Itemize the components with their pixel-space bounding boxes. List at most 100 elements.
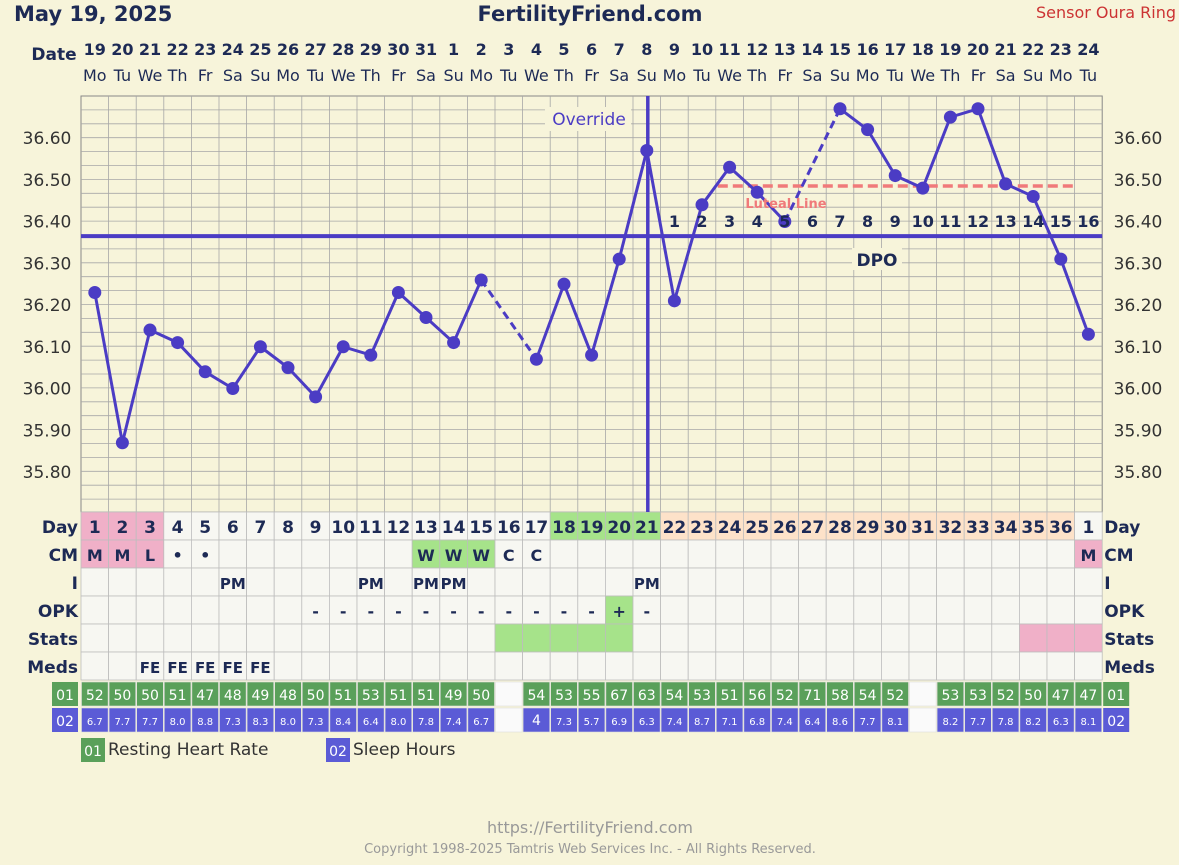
cm-cell: [466, 539, 496, 569]
date-number: 24: [1077, 40, 1099, 59]
weekday: We: [717, 66, 742, 85]
y-tick-left: 36.40: [23, 213, 72, 233]
rhr-value: 50: [472, 688, 490, 704]
stats-cell: [715, 623, 744, 653]
y-tick-right: 36.60: [1114, 129, 1163, 149]
y-tick-right: 36.00: [1114, 380, 1163, 400]
opk-cell: [825, 595, 855, 625]
sleep-cell: [301, 707, 330, 733]
rhr-value: 55: [583, 688, 601, 704]
intercourse-cell: [577, 567, 606, 597]
sleep-code-box: [52, 708, 78, 732]
temp-segment: [617, 150, 649, 260]
intercourse-cell: [439, 567, 468, 597]
y-tick-right: 36.10: [1114, 338, 1163, 358]
sleep-cell: [936, 707, 964, 733]
dpo-number: 14: [1022, 212, 1044, 231]
rhr-cell: [909, 681, 937, 707]
sleep-cell: [246, 707, 275, 733]
meds-cell: [522, 651, 551, 681]
rhr-value: 53: [362, 688, 380, 704]
dpo-label: DPO: [856, 251, 897, 271]
meds-cell: [853, 651, 882, 681]
sleep-value: 7.4: [446, 717, 462, 728]
date-number: 6: [586, 40, 597, 59]
date-number: 9: [669, 40, 680, 59]
opk-cell: [135, 595, 165, 625]
stats-cell: [384, 623, 413, 653]
sleep-value: 8.4: [335, 717, 351, 728]
cm-cell: [660, 539, 689, 569]
date-number: 12: [746, 40, 768, 59]
stats-cell: [1074, 623, 1103, 653]
day-cell: [356, 511, 386, 541]
cycle-day: 30: [883, 518, 907, 538]
date-number: 22: [166, 40, 188, 59]
opk-cell: [494, 595, 524, 625]
sleep-value: 7.4: [777, 717, 793, 728]
cycle-day: 21: [635, 518, 659, 538]
intercourse-cell: [743, 567, 772, 597]
rhr-value: 54: [527, 688, 545, 704]
cycle-day: 13: [414, 518, 438, 538]
meds-cell: [908, 651, 938, 681]
rhr-cell: [660, 681, 688, 707]
meds-cell: [494, 651, 524, 681]
meds-cell: [936, 651, 965, 681]
sleep-cell: [108, 707, 136, 733]
stats-row-label: Stats: [28, 630, 78, 650]
opk-cell: [549, 595, 579, 625]
sleep-value: 6.7: [87, 717, 103, 728]
date-number: 30: [387, 40, 409, 59]
temp-segment: [645, 150, 676, 302]
intercourse-cell: [825, 567, 855, 597]
sleep-value: 6.9: [611, 717, 627, 728]
cm-cell: [411, 539, 441, 569]
cm-cell: [991, 539, 1020, 569]
cycle-day: 18: [552, 518, 576, 538]
y-tick-right: 36.40: [1114, 213, 1163, 233]
dpo-number: 7: [834, 212, 845, 231]
rhr-value: 52: [997, 688, 1015, 704]
day-cell: [1074, 511, 1103, 541]
rhr-cell: [191, 681, 219, 707]
weekday: Tu: [1079, 66, 1097, 85]
sleep-value: 8.1: [1080, 717, 1096, 728]
cycle-day: 2: [116, 518, 128, 538]
sleep-value: 8.1: [887, 717, 903, 728]
rhr-code-box: [1103, 682, 1130, 706]
cycle-day: 27: [801, 518, 825, 538]
sleep-cell: [798, 707, 826, 733]
weekday: Fr: [777, 66, 792, 85]
intercourse-cell: [632, 567, 662, 597]
stats-cell: [549, 623, 579, 653]
cm-cell: [936, 539, 965, 569]
rhr-value: 47: [1079, 688, 1097, 704]
opk-cell: [411, 595, 441, 625]
date-number: 22: [1022, 40, 1044, 59]
meds-cell: [798, 651, 827, 681]
rhr-cell: [1019, 681, 1047, 707]
cycle-day: 28: [828, 518, 852, 538]
sleep-legend-code: 02: [329, 744, 347, 760]
sleep-value: 7.8: [998, 717, 1014, 728]
cm-cell: [687, 539, 717, 569]
cm-cell: [246, 539, 275, 569]
temp-segment: [369, 291, 400, 356]
cycle-day: 10: [331, 518, 355, 538]
date-number: 11: [718, 40, 740, 59]
meds-cell: [328, 651, 358, 681]
cm-value: M: [114, 546, 130, 565]
rhr-value: 51: [721, 688, 739, 704]
temp-segment: [1031, 195, 1063, 260]
sleep-cell: [439, 707, 468, 733]
meds-cell: [218, 651, 248, 681]
sleep-value: 4: [532, 713, 541, 729]
temp-point: [364, 348, 378, 362]
cm-cell: [853, 539, 882, 569]
meds-cell: [1019, 651, 1048, 681]
temp-point: [1081, 327, 1095, 341]
sleep-cell: [688, 707, 716, 733]
stats-cell: [466, 623, 496, 653]
